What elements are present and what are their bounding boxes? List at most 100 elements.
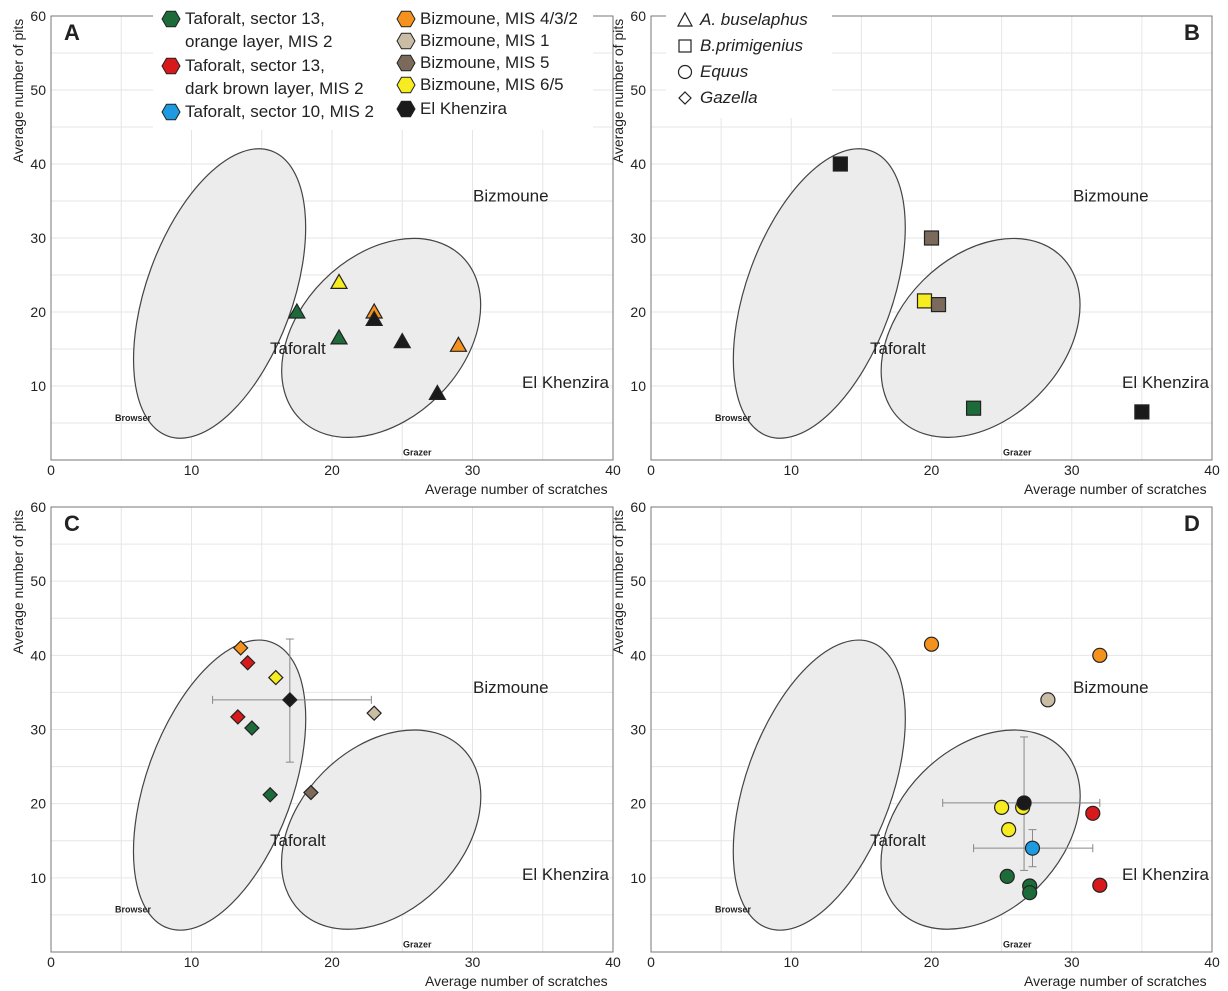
data-point — [832, 156, 848, 172]
grazer-ellipse — [880, 237, 1081, 438]
data-point — [916, 293, 933, 309]
x-axis-label: Average number of scratches — [1024, 973, 1207, 989]
y-tick-label: 10 — [30, 378, 46, 394]
data-point — [366, 705, 382, 722]
y-tick-label: 40 — [30, 156, 46, 172]
plot-frame — [50, 506, 614, 953]
data-point — [930, 297, 947, 313]
y-tick-label: 50 — [30, 573, 46, 589]
diamond-icon — [678, 91, 692, 105]
data-point — [923, 230, 940, 246]
x-tick-label: 20 — [924, 462, 940, 478]
plot-frame — [650, 15, 1213, 461]
legend-taxa-background — [666, 6, 832, 118]
x-tick-label: 40 — [1204, 462, 1220, 478]
region-label-browser: Browser — [715, 413, 752, 423]
region-label-taforalt: Taforalt — [270, 831, 326, 850]
legend-hexagon-icon — [161, 10, 181, 28]
legend-label: Taforalt, sector 13, — [185, 9, 325, 28]
x-tick-label: 20 — [924, 954, 940, 970]
legend-taxon-label: B.primigenius — [700, 36, 803, 55]
data-point — [428, 384, 447, 400]
region-label-taforalt: Taforalt — [870, 831, 926, 850]
x-axis-label: Average number of scratches — [425, 481, 608, 497]
data-point — [994, 799, 1010, 815]
x-tick-label: 20 — [324, 462, 340, 478]
grazer-ellipse — [280, 729, 482, 930]
data-point — [923, 636, 940, 652]
x-tick-label: 10 — [184, 462, 200, 478]
legend-label: Taforalt, sector 13, — [185, 56, 325, 75]
data-point — [329, 273, 349, 289]
data-point — [393, 332, 412, 349]
legend-hexagon-icon — [161, 57, 181, 75]
x-tick-label: 10 — [783, 954, 799, 970]
x-axis-label: Average number of scratches — [1024, 481, 1207, 497]
legend-hexagon-icon — [396, 100, 416, 118]
legend-label: dark brown layer, MIS 2 — [185, 79, 364, 98]
chart-panel-a: Bizmoune Taforalt El Khenzira Browser Grazer… — [10, 8, 621, 497]
legend-label: Bizmoune, MIS 4/3/2 — [420, 9, 578, 28]
legend-label: Bizmoune, MIS 5 — [420, 53, 549, 72]
legend-hexagon-icon — [396, 54, 416, 72]
browser-ellipse — [732, 148, 906, 439]
x-tick-label: 20 — [324, 954, 340, 970]
y-tick-label: 60 — [30, 499, 46, 515]
y-tick-label: 20 — [630, 796, 646, 812]
x-tick-label: 0 — [47, 954, 55, 970]
panel-letter: B — [1184, 20, 1200, 45]
panel-letter: D — [1184, 511, 1200, 536]
region-label-bizmoune: Bizmoune — [473, 678, 549, 697]
data-point — [1134, 404, 1150, 420]
y-tick-label: 50 — [630, 573, 646, 589]
legend-background — [153, 6, 593, 130]
data-point — [267, 669, 284, 686]
region-label-grazer: Grazer — [403, 448, 432, 458]
chart-panel-d: Bizmoune Taforalt El Khenzira Browser Grazer… — [610, 499, 1220, 989]
legend-hexagon-icon — [161, 103, 181, 121]
y-tick-label: 60 — [30, 8, 46, 24]
region-label-grazer: Grazer — [1003, 448, 1032, 458]
region-label-taforalt: Taforalt — [270, 339, 326, 358]
legend-label: Bizmoune, MIS 1 — [420, 31, 549, 50]
circle-icon — [677, 64, 693, 80]
legend-hexagon-icon — [396, 10, 416, 28]
x-tick-label: 30 — [465, 954, 481, 970]
data-point — [965, 400, 982, 416]
data-point — [287, 302, 306, 319]
x-tick-label: 30 — [1064, 954, 1080, 970]
y-tick-label: 30 — [630, 722, 646, 738]
x-tick-label: 10 — [184, 954, 200, 970]
y-tick-label: 10 — [30, 870, 46, 886]
data-point — [449, 336, 468, 352]
region-label-bizmoune: Bizmoune — [1073, 187, 1149, 206]
x-tick-label: 0 — [647, 462, 655, 478]
legend-label: Taforalt, sector 10, MIS 2 — [185, 102, 374, 121]
region-label-bizmoune: Bizmoune — [473, 187, 549, 206]
y-tick-label: 20 — [630, 304, 646, 320]
x-tick-label: 0 — [647, 954, 655, 970]
x-tick-label: 40 — [605, 462, 621, 478]
x-tick-label: 40 — [605, 954, 621, 970]
region-label-el-khenzira: El Khenzira — [1122, 865, 1209, 884]
region-label-taforalt: Taforalt — [870, 339, 926, 358]
y-tick-label: 50 — [630, 82, 646, 98]
data-point — [1024, 840, 1041, 856]
data-point — [1016, 795, 1032, 811]
data-point — [999, 868, 1015, 884]
y-tick-label: 50 — [30, 82, 46, 98]
chart-panel-b: Bizmoune Taforalt El Khenzira Browser Grazer… — [610, 8, 1220, 497]
legend-taxa: A. buselaphus B.primigenius Equus Gazella — [676, 10, 808, 107]
data-point — [303, 784, 319, 801]
data-point — [244, 720, 260, 736]
plot-frame — [650, 506, 1213, 953]
y-tick-label: 10 — [630, 378, 646, 394]
y-tick-label: 60 — [630, 8, 646, 24]
y-tick-label: 20 — [30, 796, 46, 812]
data-point — [329, 328, 349, 345]
data-point — [1085, 805, 1101, 821]
legend-label: El Khenzira — [420, 99, 507, 118]
y-axis-label: Average number of pits — [10, 510, 26, 655]
legend-taxon-label: Gazella — [700, 88, 758, 107]
